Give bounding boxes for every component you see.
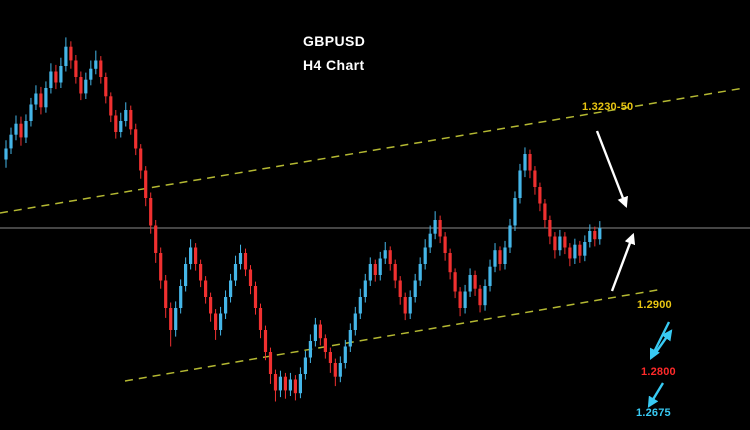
arrow-drop-from-resistance [595,130,628,209]
timeframe-title: H4 Chart [303,56,365,73]
lower-channel-trendline [124,288,664,382]
symbol-title: GBPUSD [303,33,366,49]
label-target-12675: 1.2675 [636,407,671,419]
candles [4,37,602,402]
label-resistance-zone: 1.3230-50 [582,101,634,113]
chart-title: GBPUSD H4 Chart [303,30,365,78]
label-target-12800: 1.2800 [641,366,676,378]
arrow-bounce-at-12800 [653,329,673,356]
arrow-drop-to-12800 [649,321,671,360]
arrow-drop-to-12675 [647,382,665,408]
label-support-level: 1.2900 [637,299,672,311]
arrow-bounce-from-support [610,232,636,292]
